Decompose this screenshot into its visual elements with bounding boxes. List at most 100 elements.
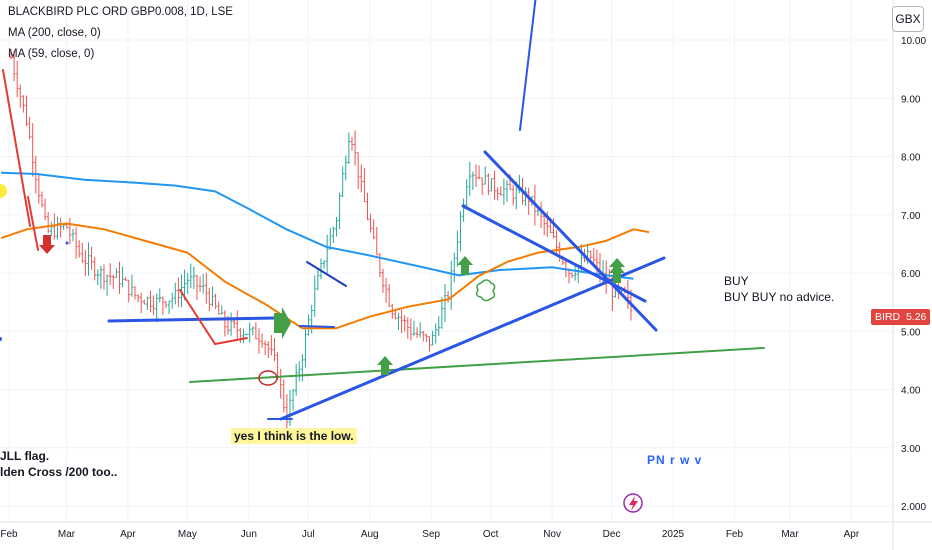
price-bar [381,268,385,293]
price-marker-value: 5.26 [905,311,927,323]
price-bar [158,288,162,303]
x-tick-label: Apr [844,529,860,540]
price-bar [124,276,127,281]
ma59-legend[interactable]: MA (59, close, 0) [8,48,95,60]
price-bar [192,266,196,289]
price-bar [490,178,493,192]
y-tick-label: 10.00 [901,36,926,47]
price-bar [294,363,298,396]
price-bar [325,234,329,274]
price-bar [366,192,369,221]
price-bar [59,217,62,238]
price-bar [245,333,248,336]
price-bar [87,242,90,276]
price-bar [155,293,158,323]
price-bar [322,260,326,269]
price-bar [397,312,400,330]
price-bar [9,49,13,60]
price-bar [204,272,208,304]
price-bar [214,293,217,310]
price-bar [263,340,267,356]
price-bar [387,283,391,308]
price-bar [465,179,468,209]
golden-cross-note: lden Cross /200 too.. [0,465,118,479]
price-bar [251,326,255,336]
price-bar [434,323,437,344]
price-bar [328,227,332,250]
price-bar [273,337,276,362]
x-tick-label: Nov [543,529,561,540]
price-bar [282,379,286,413]
price-bar [384,277,388,303]
price-bar [74,227,78,259]
price-bar [468,161,472,196]
symbol-title: BLACKBIRD PLC ORD GBP0.008, 1D, LSE [8,6,233,18]
price-bar [43,198,47,221]
marker-dot [65,241,69,245]
red-decline-line [2,69,31,227]
price-bar [164,301,168,308]
price-bar [254,322,258,340]
price-bar [474,164,478,187]
price-bar [28,116,31,140]
price-bar [22,95,25,113]
price-bar [316,269,320,291]
price-bar [152,295,155,316]
price-bar [217,301,220,315]
price-bar [170,292,174,309]
price-bar [257,328,261,354]
price-bar [108,263,112,286]
price-bar [341,166,344,198]
currency-button[interactable]: GBX [892,6,924,32]
price-bar [307,314,310,336]
price-bar [462,198,465,222]
price-bar [173,282,177,305]
price-bar [573,265,577,281]
price-bar [425,333,428,343]
price-bar [440,297,444,329]
price-bar [403,315,406,332]
price-bar [375,226,379,256]
x-tick-label: Feb [0,529,18,540]
price-bar [443,283,447,323]
price-bar [46,211,50,234]
price-bar [356,152,360,189]
price-bar [499,186,503,196]
x-tick-label: Feb [726,529,744,540]
price-bar [195,274,199,301]
price-bar [77,240,81,258]
price-bar [363,168,366,203]
price-bar [542,211,546,236]
marker-dot [0,337,2,341]
price-bar [15,60,19,98]
price-bar [161,296,165,315]
falling-channel-lower [461,204,647,303]
price-bar [285,394,289,432]
x-tick-label: Jul [302,529,315,540]
price-bar [80,242,84,263]
price-bar [146,296,149,310]
price-bar [130,274,134,297]
up-arrow-icon [377,356,393,375]
x-tick-label: 2025 [662,529,685,540]
price-bar [136,294,140,303]
price-bar [353,130,357,166]
ma200-legend[interactable]: MA (200, close, 0) [8,27,101,39]
price-bar [511,184,515,206]
price-bar [201,274,205,294]
buy-note-line2: BUY BUY no advice. [724,290,835,304]
price-bar [452,252,456,283]
price-bar [186,272,189,294]
down-arrow-icon [39,235,55,254]
buy-note-line1: BUY [724,274,749,288]
price-bar [347,132,351,164]
price-bar [121,266,124,288]
price-bar [301,354,304,382]
price-bar [319,258,323,280]
ma59-line [0,222,650,330]
falling-channel-upper [483,150,658,332]
price-bar [359,164,363,193]
price-bar [96,269,100,286]
